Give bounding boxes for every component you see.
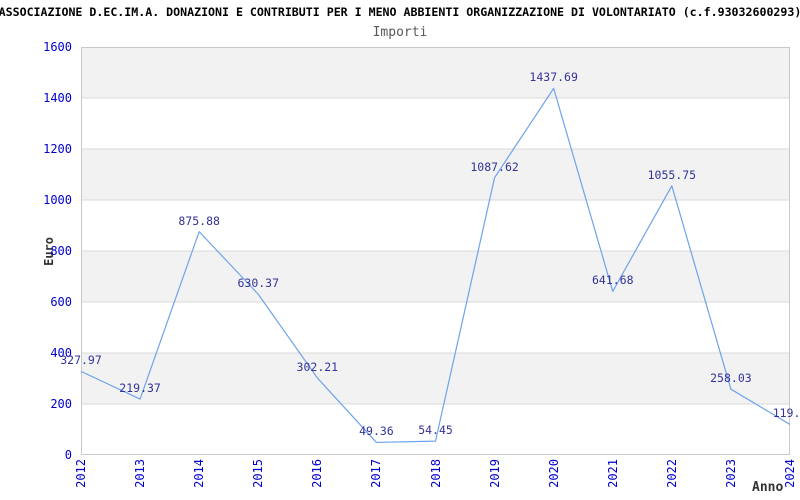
- y-tick-label: 1000: [43, 193, 72, 207]
- data-label: 119.9: [772, 406, 800, 421]
- x-tick-label: 2019: [487, 459, 502, 488]
- grid-band: [81, 149, 790, 200]
- importi-line-series: [81, 87, 790, 444]
- grid-band: [81, 47, 790, 98]
- x-tick-label: 2015: [251, 459, 266, 488]
- data-label: 219.37: [119, 381, 161, 396]
- grid-band: [81, 251, 790, 302]
- data-label: 302.21: [296, 359, 339, 374]
- grid-band: [81, 353, 790, 404]
- y-tick-label: 1600: [43, 40, 72, 54]
- data-label: 327.97: [60, 353, 102, 368]
- x-tick-label: 2022: [664, 459, 679, 488]
- x-tick-label: 2021: [605, 459, 620, 488]
- x-tick-label: 2012: [74, 459, 88, 488]
- data-label: 1087.62: [470, 159, 519, 174]
- x-tick-label: 2023: [723, 459, 738, 488]
- y-tick-label: 1200: [43, 142, 72, 156]
- y-tick-label: 0: [64, 448, 72, 462]
- x-tick-label: 2017: [369, 459, 384, 488]
- chart-subtitle: Importi: [372, 25, 428, 40]
- data-label: 641.68: [591, 273, 634, 288]
- line-chart-svg: [81, 47, 790, 455]
- data-label: 258.03: [710, 371, 752, 386]
- y-tick-label: 600: [50, 295, 72, 309]
- x-tick-label: 2024: [783, 459, 797, 488]
- x-tick-label: 2016: [310, 459, 325, 488]
- data-label: 49.36: [359, 424, 394, 439]
- y-tick-label: 1400: [43, 91, 72, 105]
- x-tick-label: 2014: [192, 459, 207, 488]
- plot-border: [81, 47, 790, 455]
- y-tick-label: 200: [50, 397, 72, 411]
- data-label: 630.37: [237, 276, 280, 291]
- data-label: 1055.75: [647, 167, 697, 182]
- y-tick-label: 400: [50, 346, 72, 360]
- data-label: 875.88: [178, 213, 220, 228]
- x-axis-title: Anno: [752, 480, 784, 495]
- plot-area: [81, 47, 790, 455]
- x-tick-label: 2020: [546, 459, 561, 488]
- y-tick-label: 800: [50, 244, 72, 258]
- x-tick-label: 2013: [133, 459, 148, 488]
- data-label: 54.45: [418, 423, 453, 438]
- data-label: 1437.69: [529, 70, 578, 85]
- x-tick-label: 2018: [428, 459, 443, 488]
- chart-title: ASSOCIAZIONE D.EC.IM.A. DONAZIONI E CONT…: [0, 5, 800, 19]
